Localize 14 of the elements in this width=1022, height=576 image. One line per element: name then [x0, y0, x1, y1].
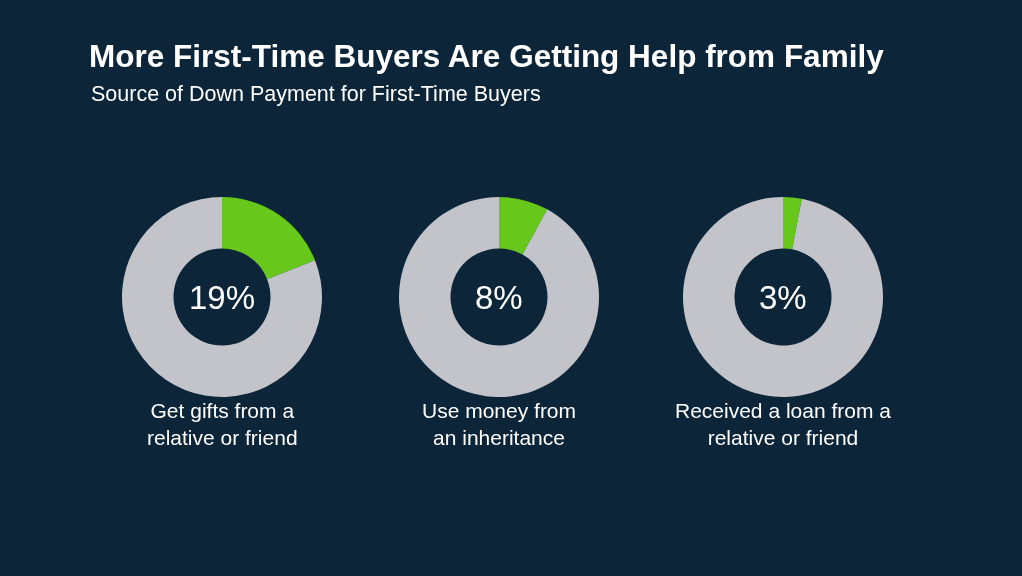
donut-slice — [399, 197, 599, 397]
text: Use money from an inheritance — [422, 399, 577, 450]
text: 19% — [189, 279, 256, 316]
text: More First-Time Buyers Are Getting Help from Family — [89, 38, 885, 75]
donut-slice — [683, 197, 883, 397]
text: 3% — [759, 279, 807, 316]
chart-subtitle: Source of Down Payment for First-Time Buyers — [91, 82, 541, 106]
donut-slice — [122, 197, 322, 397]
text: 8% — [475, 279, 523, 316]
text: Received a loan from a relative or friend — [675, 399, 892, 450]
donut-slice — [499, 197, 548, 255]
text: Get gifts from a relative or friend — [147, 399, 298, 450]
donut-slice — [783, 197, 802, 250]
donut-slice — [222, 197, 315, 280]
